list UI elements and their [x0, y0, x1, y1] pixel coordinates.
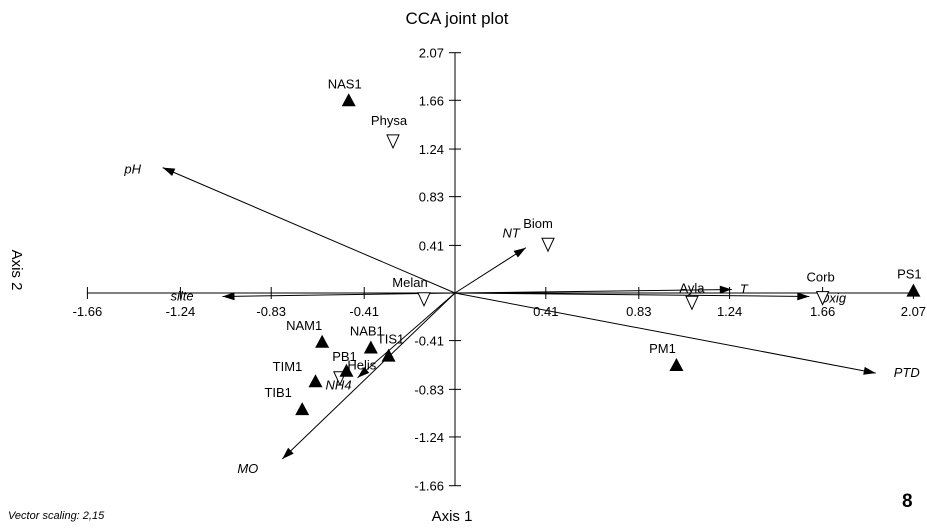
vector-arrowhead	[863, 366, 876, 375]
vector-line	[222, 292, 456, 297]
y-axis-title: Axis 2	[8, 250, 25, 291]
site-label: PM1	[649, 341, 676, 356]
site-label: PS1	[897, 267, 922, 282]
y-tick-label: 0.83	[419, 190, 444, 205]
y-tick-label: 2.07	[419, 46, 444, 61]
vector-arrowhead	[357, 366, 370, 378]
x-tick-label: -1.24	[166, 304, 196, 319]
x-tick-label: 0.41	[533, 304, 558, 319]
species-marker	[386, 134, 400, 150]
y-tick-label: -0.41	[414, 334, 444, 349]
vector-scaling-note: Vector scaling: 2,15	[8, 510, 105, 522]
site-label: NAB1	[350, 324, 384, 339]
vector-line	[454, 247, 527, 294]
species-label: Corb	[807, 270, 835, 285]
vector-arrowhead	[222, 292, 235, 301]
species-label: Biom	[523, 216, 553, 231]
site-label: TIB1	[264, 385, 291, 400]
vector-arrowhead	[797, 292, 810, 301]
site-label: PB1	[332, 349, 357, 364]
site-marker	[308, 374, 323, 388]
chart-title: CCA joint plot	[406, 9, 509, 28]
x-tick-label: -0.41	[349, 304, 379, 319]
vector-line	[454, 289, 732, 294]
species-marker	[685, 295, 699, 311]
site-marker	[315, 334, 330, 348]
vector-arrowhead	[282, 447, 294, 460]
site-marker	[341, 93, 356, 107]
y-tick-label: -0.83	[414, 382, 444, 397]
x-tick-label: -1.66	[73, 304, 103, 319]
species-marker	[815, 291, 830, 306]
y-tick-label: -1.24	[414, 430, 444, 445]
y-tick-label: 0.41	[419, 238, 444, 253]
species-points: Physa Biom Melan Ayla Corb Helis	[333, 113, 835, 386]
x-tick-label: 1.24	[717, 304, 742, 319]
axes: -1.66 -1.24 -0.83 -0.41 0.41 0.83 1.24 1.66 2.07…	[73, 46, 926, 494]
species-marker	[417, 292, 431, 307]
site-label: TIS1	[377, 332, 404, 347]
vector-line	[454, 292, 876, 374]
site-label: NAM1	[286, 318, 322, 333]
site-marker	[363, 340, 378, 354]
site-marker	[381, 348, 396, 362]
x-tick-label: 2.07	[901, 304, 926, 319]
species-label: Physa	[371, 113, 408, 128]
vector-line	[162, 167, 456, 294]
species-label: Melan	[392, 275, 427, 290]
x-axis-title: Axis 1	[432, 508, 473, 525]
x-tick-label: 1.66	[810, 304, 835, 319]
vector-label: silte	[170, 288, 193, 303]
y-tick-label: 1.24	[419, 142, 444, 157]
y-tick-label: 1.66	[419, 93, 444, 108]
site-marker	[295, 402, 310, 416]
vector-label: T	[740, 282, 749, 297]
vector-arrowhead	[162, 167, 176, 177]
site-marker	[669, 357, 684, 371]
vector-label: NH4	[326, 378, 352, 393]
vector-label: NT	[503, 226, 521, 241]
vector-line	[281, 292, 456, 460]
panel-number: 8	[902, 491, 913, 512]
vector-arrowhead	[513, 247, 526, 258]
vector-label: PTD	[894, 365, 920, 380]
vector-line	[357, 292, 456, 379]
y-tick-label: -1.66	[414, 479, 444, 494]
vector-label: MO	[237, 461, 258, 476]
site-marker	[339, 363, 354, 377]
site-label: NAS1	[328, 76, 362, 91]
x-tick-label: -0.83	[256, 304, 286, 319]
site-marker	[906, 283, 921, 297]
species-label: Ayla	[679, 280, 705, 295]
site-label: TIM1	[273, 359, 303, 374]
vector-label: pH	[123, 162, 141, 177]
x-tick-label: 0.83	[626, 304, 651, 319]
vector-line	[454, 292, 810, 297]
species-label: Helis	[347, 358, 376, 373]
species-marker	[541, 237, 555, 253]
vector-arrowhead	[719, 285, 732, 294]
